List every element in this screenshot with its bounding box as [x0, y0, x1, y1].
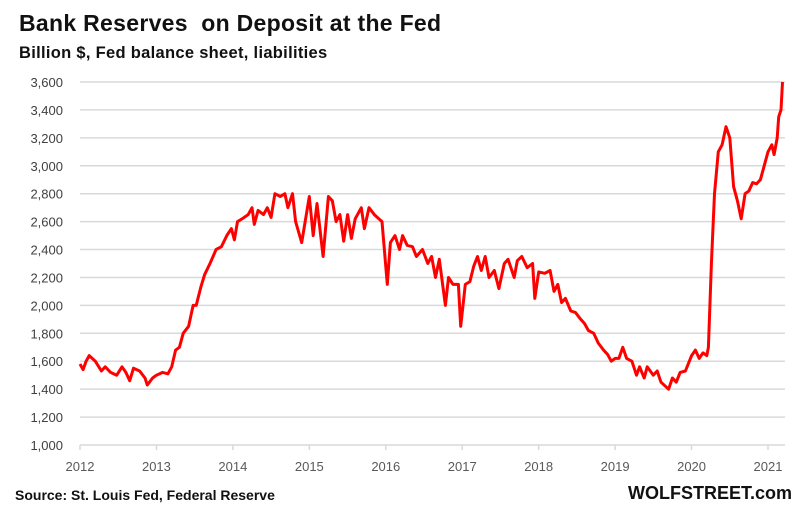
y-tick-label: 1,600 — [30, 354, 63, 369]
chart-title: Bank Reserves on Deposit at the Fed — [19, 10, 442, 36]
x-tick-label: 2019 — [601, 459, 630, 474]
y-tick-label: 2,400 — [30, 243, 63, 258]
y-tick-label: 2,800 — [30, 187, 63, 202]
source-note: Source: St. Louis Fed, Federal Reserve — [15, 487, 275, 503]
y-tick-label: 1,400 — [30, 382, 63, 397]
chart-subtitle: Billion $, Fed balance sheet, liabilitie… — [19, 44, 328, 62]
gridlines — [80, 81, 785, 446]
x-tick-label: 2015 — [295, 459, 324, 474]
brand-logo: WOLFSTREET.com — [627, 483, 792, 503]
x-axis: 2012 2013 2014 2015 2016 2017 2018 2019 2020 2021 — [66, 445, 783, 474]
x-tick-label: 2014 — [218, 459, 247, 474]
y-tick-label: 3,600 — [30, 75, 63, 90]
y-tick-label: 1,000 — [30, 438, 63, 453]
x-tick-label: 2016 — [371, 459, 400, 474]
y-axis: 1,000 1,200 1,400 1,600 1,800 2,000 2,200 2,400… — [30, 75, 63, 453]
series-line — [78, 81, 784, 391]
y-tick-label: 2,000 — [30, 298, 63, 313]
y-tick-label: 2,200 — [30, 270, 63, 285]
x-tick-label: 2020 — [677, 459, 706, 474]
x-tick-label: 2018 — [524, 459, 553, 474]
y-tick-label: 3,200 — [30, 131, 63, 146]
y-tick-label: 3,400 — [30, 103, 63, 118]
x-tick-label: 2013 — [142, 459, 171, 474]
x-tick-label: 2012 — [66, 459, 95, 474]
y-tick-label: 1,200 — [30, 410, 63, 425]
y-tick-label: 2,600 — [30, 215, 63, 230]
x-tick-label: 2021 — [754, 459, 783, 474]
x-tick-label: 2017 — [448, 459, 477, 474]
y-tick-label: 3,000 — [30, 159, 63, 174]
y-tick-label: 1,800 — [30, 326, 63, 341]
